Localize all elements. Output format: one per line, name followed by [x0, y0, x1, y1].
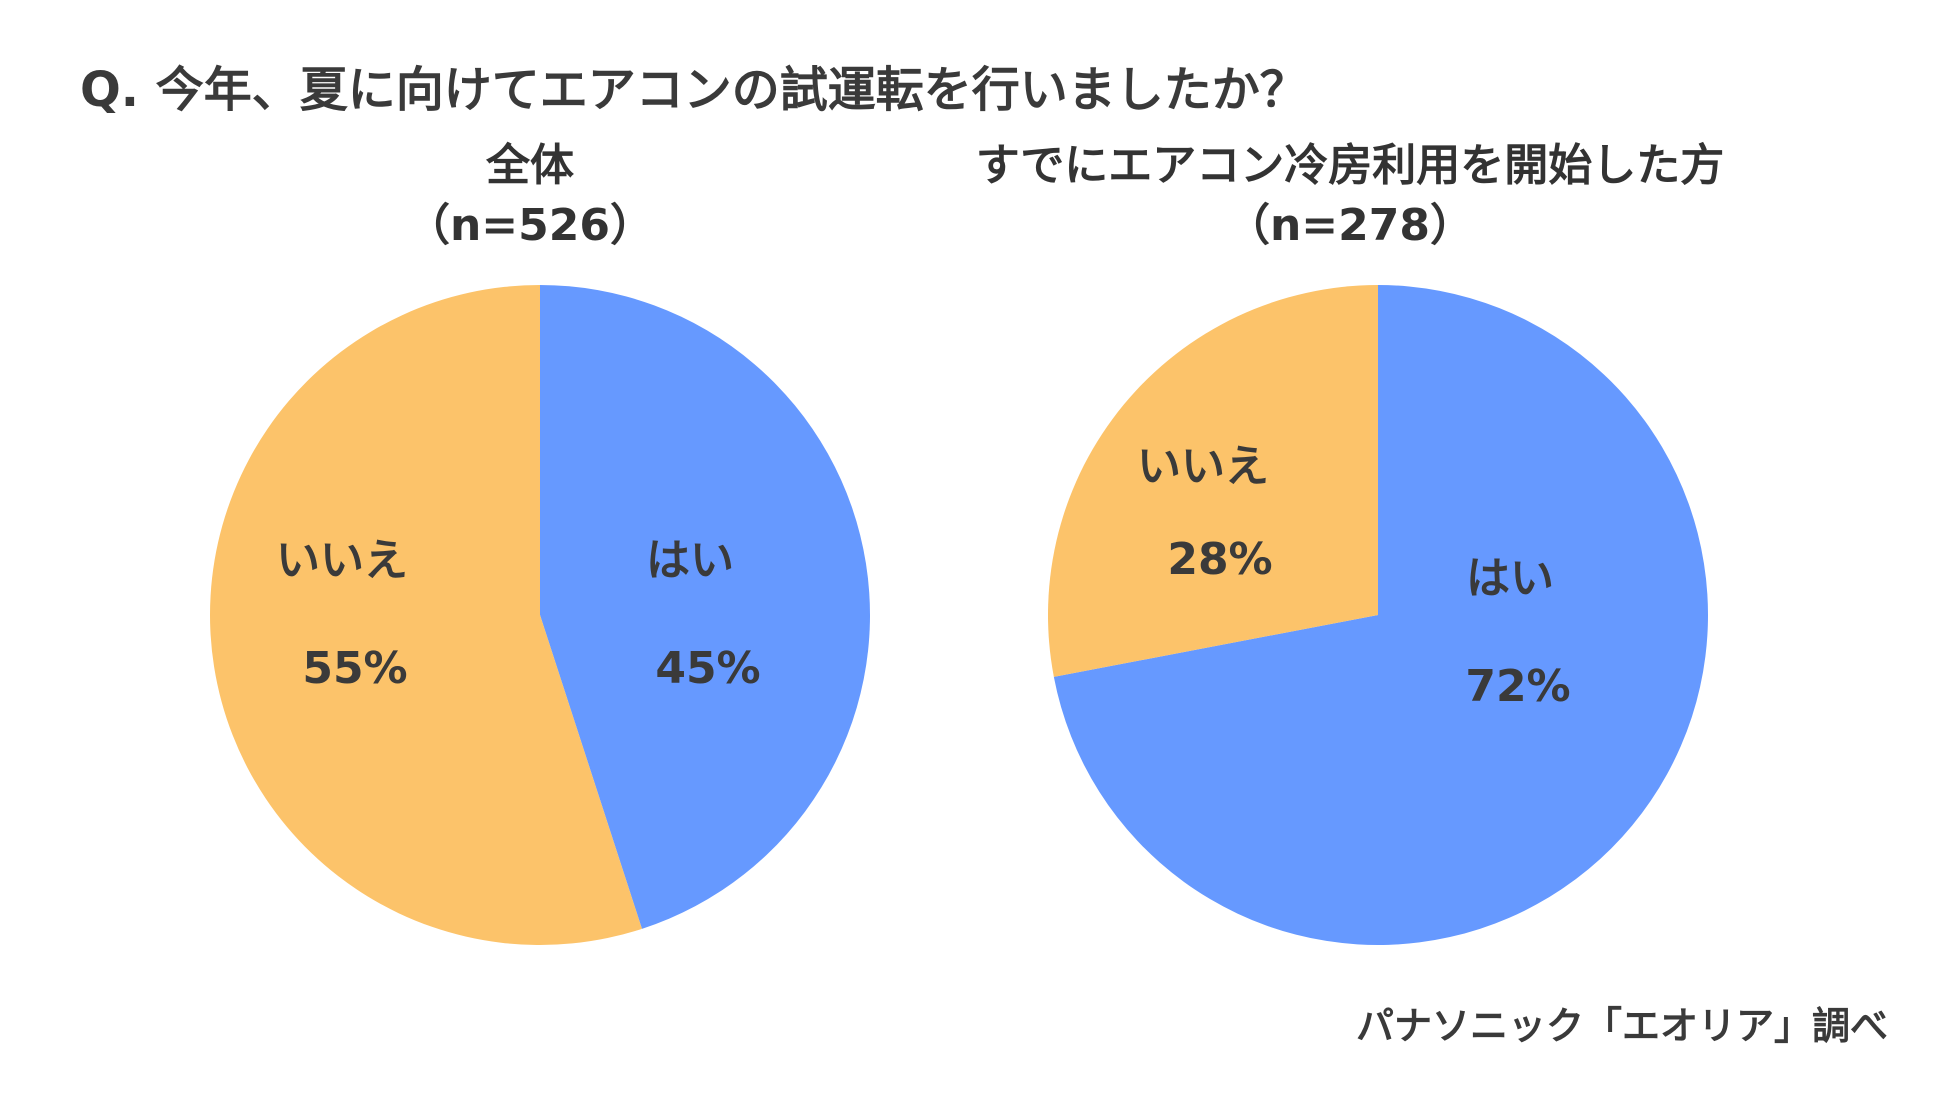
question-title: Q. 今年、夏に向けてエアコンの試運転を行いましたか？	[80, 62, 1308, 118]
chart-overall-title: 全体	[485, 140, 574, 191]
slice-value-yes: 72%	[1465, 661, 1570, 712]
pie-slice-no	[1048, 285, 1378, 677]
chart-overall-sample-size: （n=526）	[406, 200, 654, 251]
pie-slice-yes	[540, 285, 870, 929]
chart-cooling-started: すでにエアコン冷房利用を開始した方 （n=278） はい 72% いいえ 28%	[976, 140, 1724, 945]
slice-label-no: いいえ	[1137, 441, 1269, 492]
chart-cooling-started-title: すでにエアコン冷房利用を開始した方	[976, 140, 1724, 191]
pie-slice-yes	[1053, 285, 1708, 945]
slice-label-yes: はい	[646, 535, 734, 586]
chart-overall: 全体 （n=526） はい 45% いいえ 55%	[209, 140, 870, 945]
source-credit: パナソニック「エオリア」調べ	[1355, 1004, 1888, 1048]
pie-slice-no	[209, 285, 642, 945]
slice-label-yes: はい	[1466, 553, 1554, 604]
slice-value-no: 28%	[1167, 534, 1272, 585]
slice-value-no: 55%	[302, 643, 407, 694]
slice-value-yes: 45%	[655, 643, 760, 694]
chart-cooling-started-sample-size: （n=278）	[1226, 200, 1474, 251]
slice-label-no: いいえ	[276, 535, 408, 586]
